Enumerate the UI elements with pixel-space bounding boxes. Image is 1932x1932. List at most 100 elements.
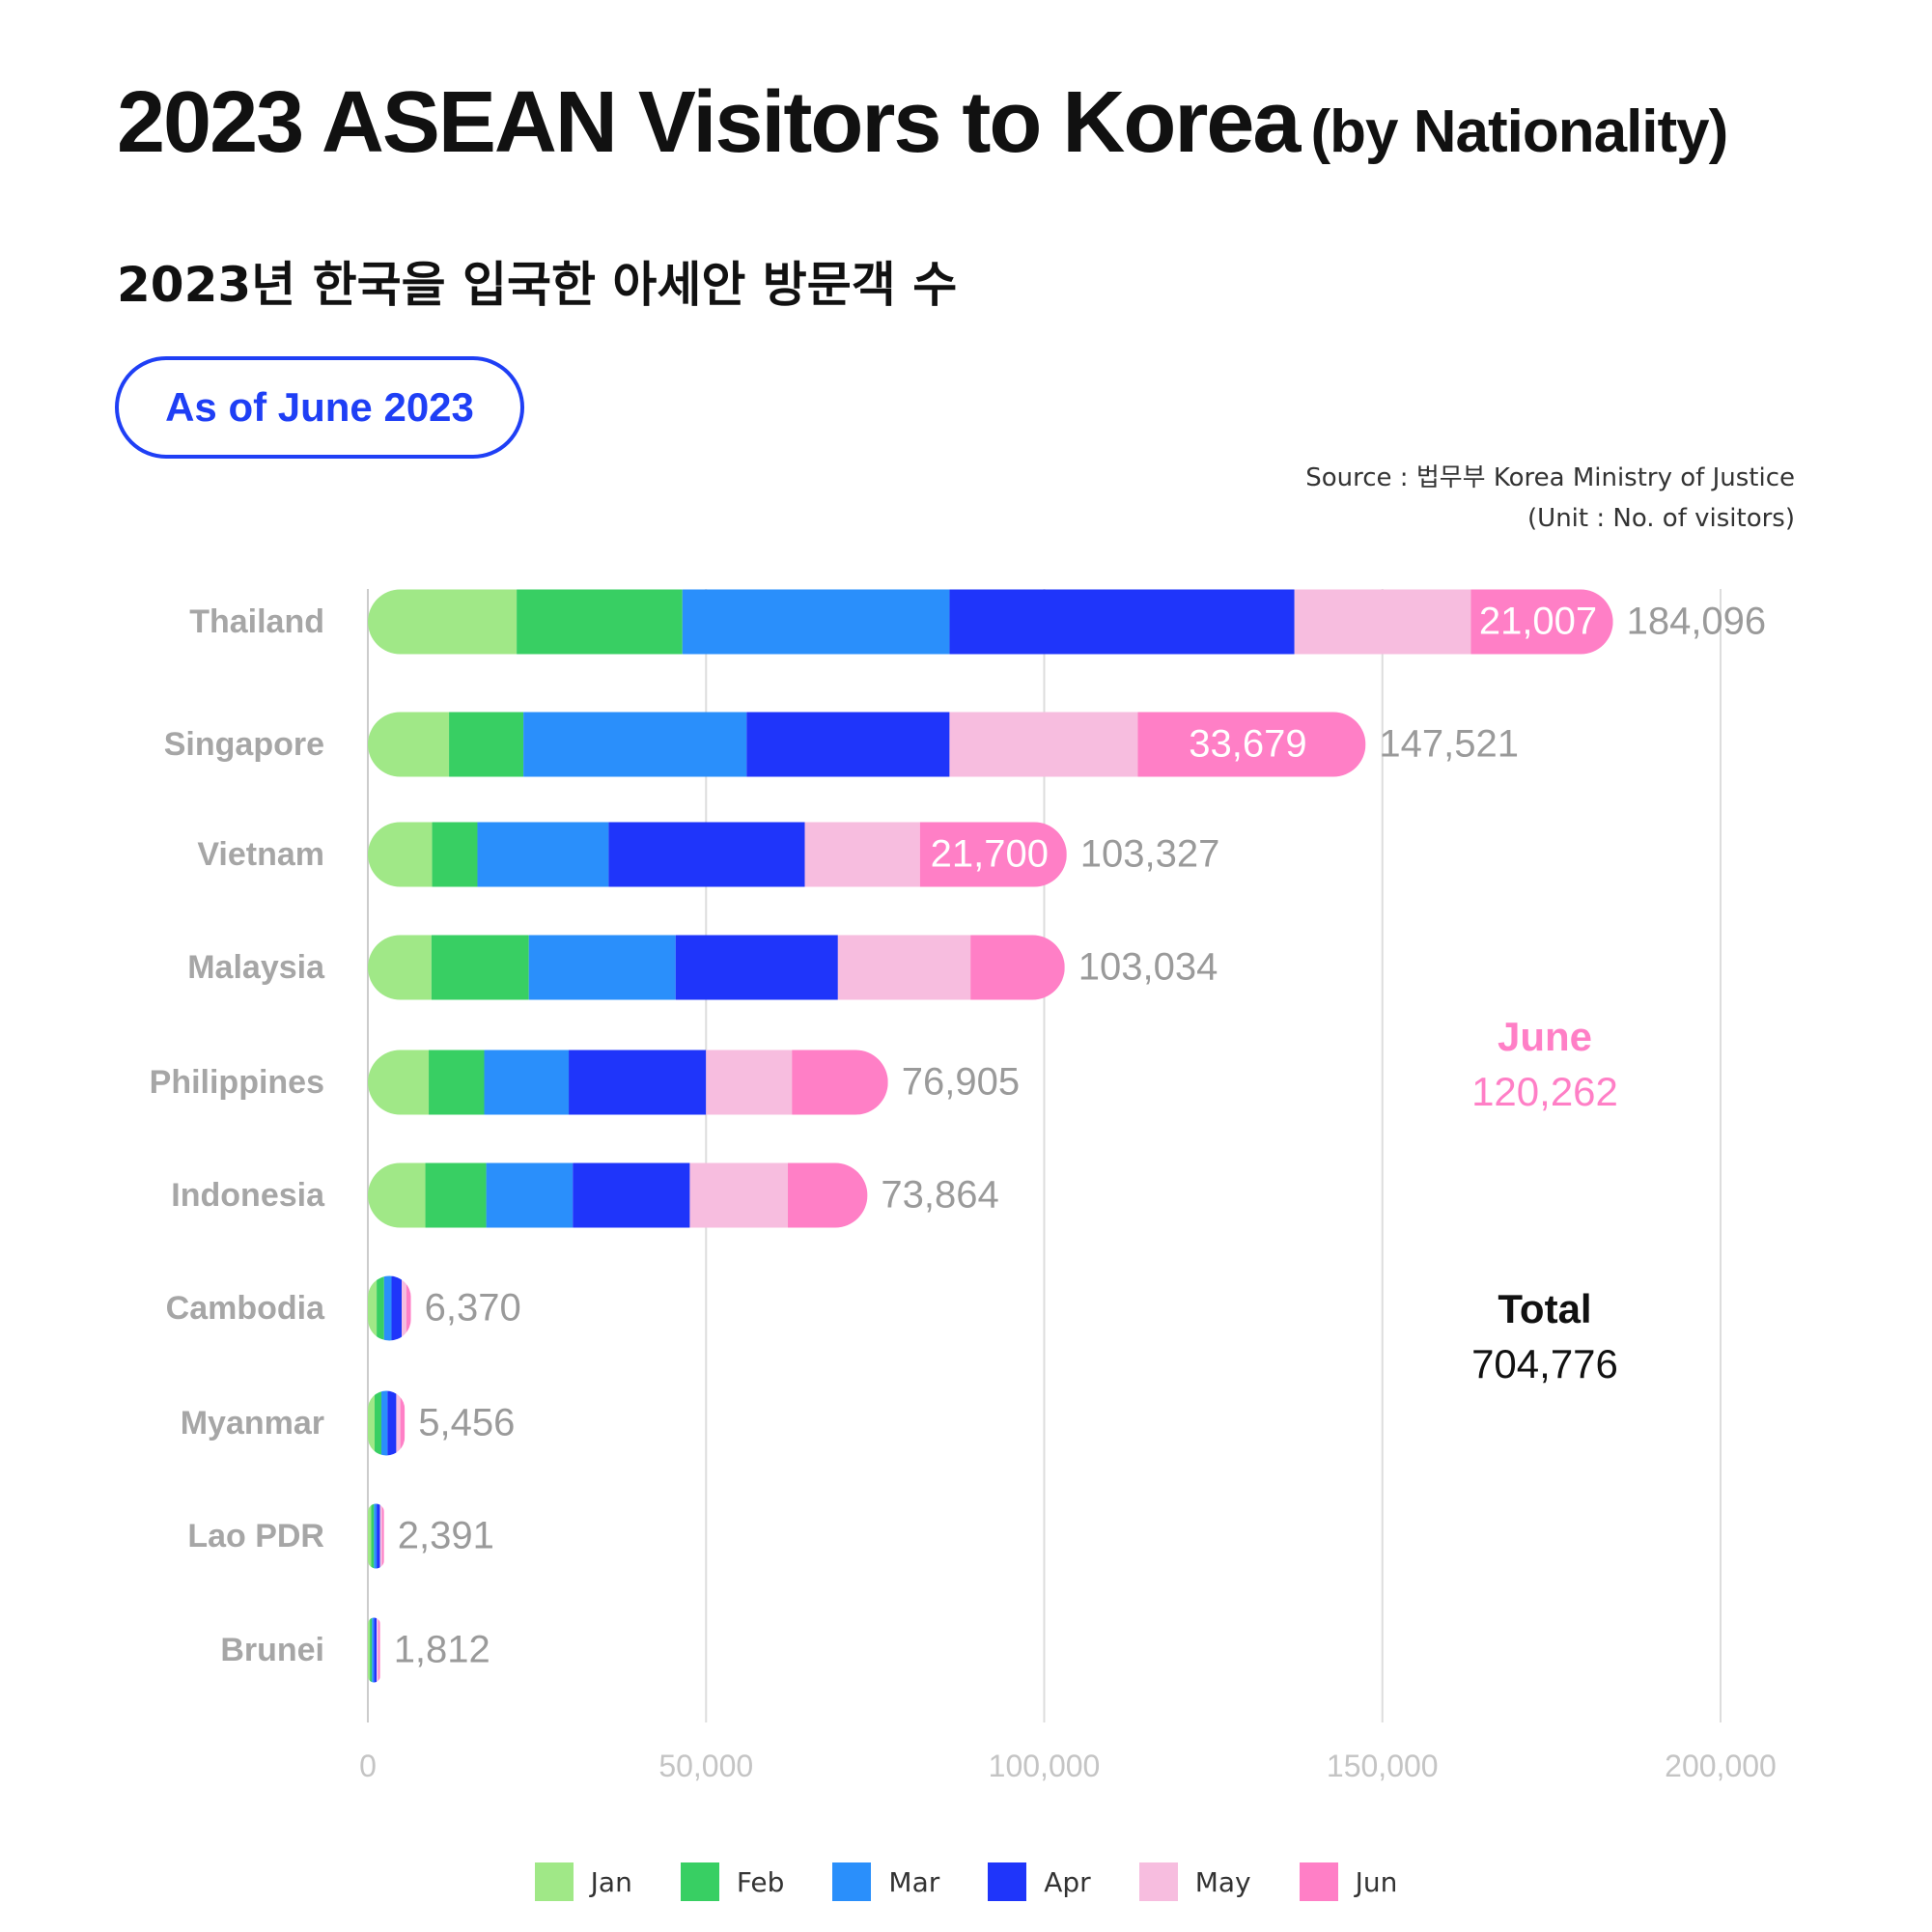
- total-value-label: 147,521: [1379, 723, 1519, 766]
- bar-stack: [368, 1275, 411, 1341]
- legend-swatch: [988, 1862, 1027, 1901]
- bar-segment-jun: [1137, 712, 1366, 777]
- bar-segment-jan: [368, 935, 432, 1000]
- bar-segment-jan: [368, 822, 433, 887]
- source-note: Source : 법무부 Korea Ministry of Justice: [1305, 463, 1795, 492]
- category-label: Indonesia: [171, 1177, 325, 1214]
- bar-stack: [368, 822, 1067, 887]
- bar-segment-feb: [425, 1162, 487, 1228]
- bar-stack: [368, 1503, 384, 1569]
- total-callout-value: 704,776: [1471, 1341, 1618, 1386]
- bar-segment-may: [949, 712, 1138, 777]
- bar-segment-feb: [517, 589, 683, 655]
- bar-segment-mar: [477, 822, 609, 887]
- legend-item: May: [1138, 1862, 1251, 1901]
- bar-stack: [368, 589, 1613, 655]
- bar-segment-may: [379, 1503, 382, 1569]
- legend-swatch: [534, 1862, 574, 1901]
- category-label: Malaysia: [187, 949, 325, 986]
- legend-label: Apr: [1044, 1865, 1091, 1898]
- total-value-label: 76,905: [902, 1061, 1020, 1104]
- chart-title-main: 2023 ASEAN Visitors to Korea: [117, 74, 1301, 171]
- bar-stack: [368, 1162, 868, 1228]
- total-value-label: 103,327: [1080, 833, 1220, 876]
- bar-stack: [368, 712, 1366, 777]
- x-tick-label: 200,000: [1665, 1749, 1777, 1783]
- bar-stack: [368, 935, 1065, 1000]
- bar-stack: [368, 1390, 406, 1456]
- bar-segment-jun: [970, 935, 1065, 1000]
- june-callout-label: June: [1497, 1014, 1593, 1059]
- total-callout-label: Total: [1498, 1286, 1592, 1331]
- june-value-label: 21,007: [1479, 601, 1597, 643]
- bar-segment-jan: [368, 1617, 371, 1683]
- bar-segment-apr: [387, 1390, 397, 1456]
- chart-title: 2023 ASEAN Visitors to Korea (by National…: [117, 74, 1728, 171]
- legend-label: Jan: [590, 1865, 632, 1898]
- labels: 0 50,000 100,000 150,000 200,000 Thailand 184,…: [150, 601, 1777, 1783]
- bar-segment-may: [706, 1050, 793, 1115]
- bar-segment-apr: [391, 1275, 403, 1341]
- category-label: Cambodia: [166, 1290, 325, 1327]
- bar-segment-jun: [406, 1275, 411, 1341]
- bar-segment-apr: [569, 1050, 707, 1115]
- bar-segment-feb: [377, 1275, 384, 1341]
- bar-segment-may: [1294, 589, 1471, 655]
- june-value-label: 33,679: [1189, 723, 1306, 766]
- bar-segment-mar: [528, 935, 676, 1000]
- june-value-label: 21,700: [931, 833, 1049, 876]
- bar-segment-mar: [484, 1050, 570, 1115]
- bar-segment-may: [377, 1617, 378, 1683]
- bar-segment-may: [689, 1162, 789, 1228]
- category-label: Philippines: [150, 1064, 324, 1101]
- bar-stack: [368, 1050, 888, 1115]
- bar-segment-feb: [449, 712, 524, 777]
- legend-item: Apr: [988, 1862, 1091, 1901]
- bar-segment-may: [402, 1275, 406, 1341]
- legend-label: Feb: [736, 1865, 785, 1898]
- total-value-label: 2,391: [398, 1515, 494, 1557]
- category-label: Brunei: [220, 1632, 324, 1668]
- bar-segment-mar: [383, 1275, 392, 1341]
- bar-segment-feb: [429, 1050, 485, 1115]
- bars: [368, 589, 1613, 1683]
- legend-label: Mar: [888, 1865, 940, 1898]
- total-value-label: 184,096: [1627, 601, 1767, 643]
- bar-segment-mar: [486, 1162, 574, 1228]
- bar-segment-jun: [400, 1390, 406, 1456]
- bar-segment-jan: [368, 1275, 378, 1341]
- bar-segment-jan: [368, 1050, 430, 1115]
- chart-subtitle: 2023년 한국을 입국한 아세안 방문객 수: [117, 257, 958, 313]
- bar-segment-jan: [368, 712, 450, 777]
- bar-segment-jun: [788, 1162, 868, 1228]
- category-label: Lao PDR: [187, 1518, 324, 1554]
- unit-note: (Unit : No. of visitors): [1527, 504, 1795, 533]
- total-value-label: 1,812: [394, 1629, 490, 1671]
- bar-segment-feb: [371, 1503, 375, 1569]
- total-value-label: 73,864: [881, 1174, 998, 1217]
- bar-segment-jan: [368, 1162, 426, 1228]
- total-value-label: 103,034: [1078, 946, 1218, 989]
- bar-segment-jun: [919, 822, 1067, 887]
- june-callout-value: 120,262: [1471, 1069, 1618, 1114]
- legend-label: Jun: [1355, 1865, 1398, 1898]
- legend-item: Mar: [832, 1862, 939, 1901]
- bar-segment-apr: [573, 1162, 690, 1228]
- total-value-label: 6,370: [425, 1287, 521, 1330]
- bar-segment-jan: [368, 1390, 376, 1456]
- legend-item: Jan: [534, 1862, 632, 1901]
- bar-segment-feb: [432, 822, 478, 887]
- bar-segment-may: [837, 935, 971, 1000]
- category-label: Singapore: [164, 726, 324, 763]
- as-of-badge: As of June 2023: [115, 356, 524, 459]
- category-label: Myanmar: [181, 1405, 324, 1442]
- bar-segment-apr: [608, 822, 805, 887]
- bar-segment-apr: [374, 1617, 378, 1683]
- bar-stack: [368, 1617, 380, 1683]
- bar-segment-jun: [792, 1050, 888, 1115]
- legend-label: May: [1194, 1865, 1251, 1898]
- bar-segment-feb: [370, 1617, 373, 1683]
- total-value-label: 5,456: [418, 1402, 515, 1444]
- bar-segment-mar: [381, 1390, 388, 1456]
- bar-segment-jan: [368, 589, 518, 655]
